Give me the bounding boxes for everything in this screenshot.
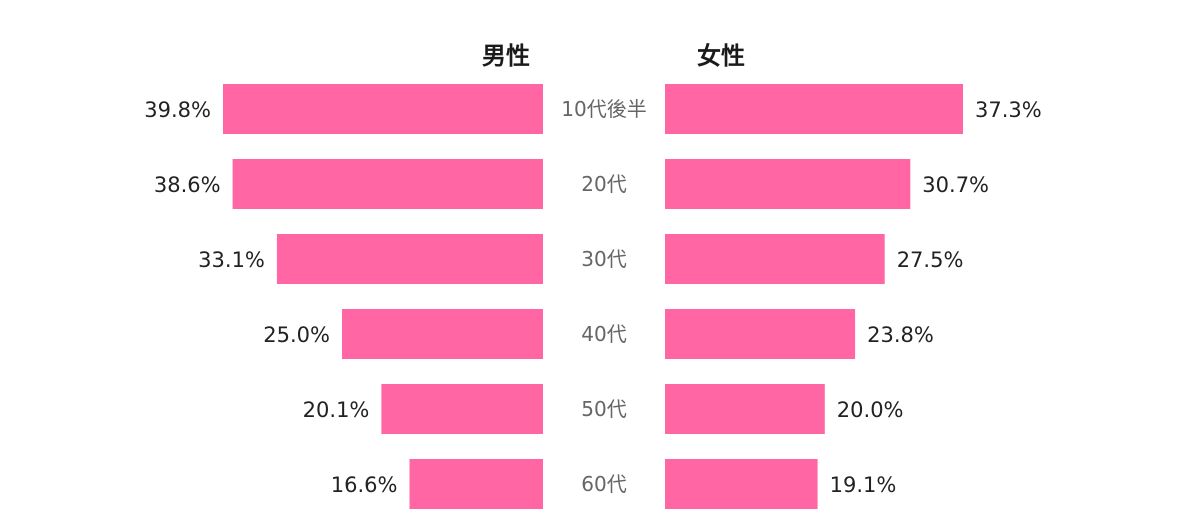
series-header-male: 男性 — [482, 42, 530, 70]
bar-female-4 — [665, 384, 825, 434]
category-label-2: 30代 — [581, 247, 626, 271]
value-label-male-0: 39.8% — [144, 98, 211, 122]
chart-rows: 39.8% 10代後半 37.3% 38.6% 20代 30.7% 33.1% 30代 27.5… — [144, 84, 1042, 509]
value-label-male-1: 38.6% — [154, 173, 221, 197]
value-label-female-5: 19.1% — [830, 473, 897, 497]
category-label-4: 50代 — [581, 397, 626, 421]
bar-male-1 — [232, 159, 543, 209]
category-label-5: 60代 — [581, 472, 626, 496]
bar-male-0 — [223, 84, 543, 134]
category-label-3: 40代 — [581, 322, 626, 346]
bar-female-3 — [665, 309, 856, 359]
bar-female-5 — [665, 459, 818, 509]
value-label-female-4: 20.0% — [837, 398, 904, 422]
value-label-male-4: 20.1% — [303, 398, 370, 422]
bar-female-2 — [665, 234, 885, 284]
bar-female-1 — [665, 159, 911, 209]
bar-male-2 — [276, 234, 543, 284]
value-label-female-2: 27.5% — [897, 248, 964, 272]
value-label-female-3: 23.8% — [867, 323, 934, 347]
value-label-male-3: 25.0% — [263, 323, 330, 347]
bar-male-3 — [342, 309, 543, 359]
value-label-male-2: 33.1% — [198, 248, 265, 272]
bar-male-4 — [381, 384, 543, 434]
value-label-female-0: 37.3% — [975, 98, 1042, 122]
series-header-female: 女性 — [697, 42, 745, 70]
category-label-0: 10代後半 — [561, 97, 646, 121]
category-label-1: 20代 — [581, 172, 626, 196]
bar-male-5 — [409, 459, 543, 509]
value-label-female-1: 30.7% — [922, 173, 989, 197]
value-label-male-5: 16.6% — [331, 473, 398, 497]
bar-female-0 — [665, 84, 963, 134]
